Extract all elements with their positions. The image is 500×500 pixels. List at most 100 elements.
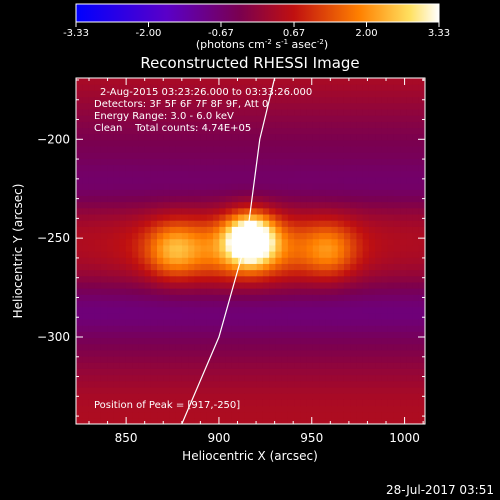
heatmap-cell xyxy=(337,251,345,258)
heatmap-cell xyxy=(400,158,407,166)
heatmap-cell xyxy=(362,399,370,407)
heatmap-cell xyxy=(100,164,108,172)
heatmap-cell xyxy=(343,318,351,326)
heatmap-cell xyxy=(213,417,220,424)
heatmap-cell xyxy=(368,393,376,400)
heatmap-cell xyxy=(132,380,139,388)
heatmap-cell xyxy=(356,368,364,376)
heatmap-cell xyxy=(368,108,376,116)
heatmap-cell xyxy=(331,331,339,339)
heatmap-cell xyxy=(306,121,314,129)
heatmap-cell xyxy=(294,257,301,264)
heatmap-cell xyxy=(76,96,83,104)
heatmap-cell xyxy=(356,195,364,203)
heatmap-cell xyxy=(76,133,83,141)
heatmap-cell xyxy=(343,226,351,234)
heatmap-cell xyxy=(343,121,351,129)
heatmap-cell xyxy=(300,312,308,320)
heatmap-cell xyxy=(393,232,401,240)
heatmap-cell xyxy=(418,257,425,264)
heatmap-cell xyxy=(157,139,164,147)
heatmap-cell xyxy=(356,356,364,363)
heatmap-cell xyxy=(393,399,401,407)
heatmap-cell xyxy=(225,90,233,98)
heatmap-cell xyxy=(387,102,395,110)
heatmap-cell xyxy=(225,115,233,122)
heatmap-cell xyxy=(262,288,270,295)
heatmap-cell xyxy=(287,349,295,357)
heatmap-cell xyxy=(125,207,133,215)
heatmap-cell xyxy=(157,337,164,345)
heatmap-cell xyxy=(256,343,264,351)
heatmap-cell xyxy=(331,213,339,221)
heatmap-cell xyxy=(319,115,326,122)
heatmap-cell xyxy=(375,139,382,147)
heatmap-cell xyxy=(412,238,420,246)
heatmap-cell xyxy=(244,195,252,203)
heatmap-cell xyxy=(375,294,382,302)
heatmap-cell xyxy=(312,362,320,369)
heatmap-cell xyxy=(119,399,127,407)
heatmap-cell xyxy=(194,411,202,419)
heatmap-cell xyxy=(356,213,364,221)
heatmap-cell xyxy=(181,139,189,147)
heatmap-cell xyxy=(194,368,202,376)
heatmap-cell xyxy=(406,325,414,332)
heatmap-cell xyxy=(294,263,301,271)
heatmap-cell xyxy=(256,164,264,172)
heatmap-cell xyxy=(337,300,345,308)
heatmap-cell xyxy=(244,127,252,135)
heatmap-cell xyxy=(213,318,220,326)
heatmap-cell xyxy=(150,145,158,153)
heatmap-cell xyxy=(418,127,425,135)
heatmap-cell xyxy=(219,195,227,203)
heatmap-cell xyxy=(312,238,320,246)
heatmap-cell xyxy=(175,325,183,332)
heatmap-cell xyxy=(294,195,301,203)
heatmap-cell xyxy=(281,263,289,271)
heatmap-cell xyxy=(306,78,314,85)
heatmap-cell xyxy=(343,325,351,332)
heatmap-cell xyxy=(337,343,345,351)
heatmap-cell xyxy=(387,325,395,332)
heatmap-cell xyxy=(200,263,208,271)
heatmap-cell xyxy=(356,145,364,153)
heatmap-cell xyxy=(132,189,139,196)
heatmap-cell xyxy=(107,263,114,271)
heatmap-cell xyxy=(169,145,177,153)
heatmap-cell xyxy=(400,176,407,184)
heatmap-cell xyxy=(269,152,277,159)
heatmap-cell xyxy=(412,176,420,184)
heatmap-cell xyxy=(362,405,370,413)
heatmap-cell xyxy=(269,251,277,258)
heatmap-cell xyxy=(238,238,245,246)
heatmap-cell xyxy=(238,121,245,129)
heatmap-cell xyxy=(231,152,239,159)
heatmap-cell xyxy=(200,275,208,283)
heatmap-cell xyxy=(325,158,333,166)
heatmap-cell xyxy=(206,288,214,295)
heatmap-cell xyxy=(325,362,333,369)
heatmap-cell xyxy=(175,158,183,166)
colorbar-ticks: -3.33 -2.00 -0.67 0.67 2.00 3.33 xyxy=(63,22,450,39)
heatmap-cell xyxy=(94,220,102,227)
heatmap-cell xyxy=(256,306,264,314)
heatmap-cell xyxy=(381,90,389,98)
heatmap-cell xyxy=(337,145,345,153)
heatmap-cell xyxy=(387,263,395,271)
heatmap-cell xyxy=(157,96,164,104)
heatmap-cell xyxy=(281,399,289,407)
heatmap-cell xyxy=(250,411,258,419)
heatmap-cell xyxy=(188,96,196,104)
heatmap-cell xyxy=(319,127,326,135)
heatmap-cell xyxy=(294,362,301,369)
heatmap-cell xyxy=(325,121,333,129)
heatmap-cell xyxy=(275,139,283,147)
heatmap-cell xyxy=(238,411,245,419)
heatmap-cell xyxy=(82,121,90,129)
heatmap-cell xyxy=(393,102,401,110)
heatmap-cell xyxy=(375,176,382,184)
heatmap-cell xyxy=(169,201,177,209)
heatmap-cell xyxy=(262,374,270,382)
heatmap-cell xyxy=(400,121,407,129)
